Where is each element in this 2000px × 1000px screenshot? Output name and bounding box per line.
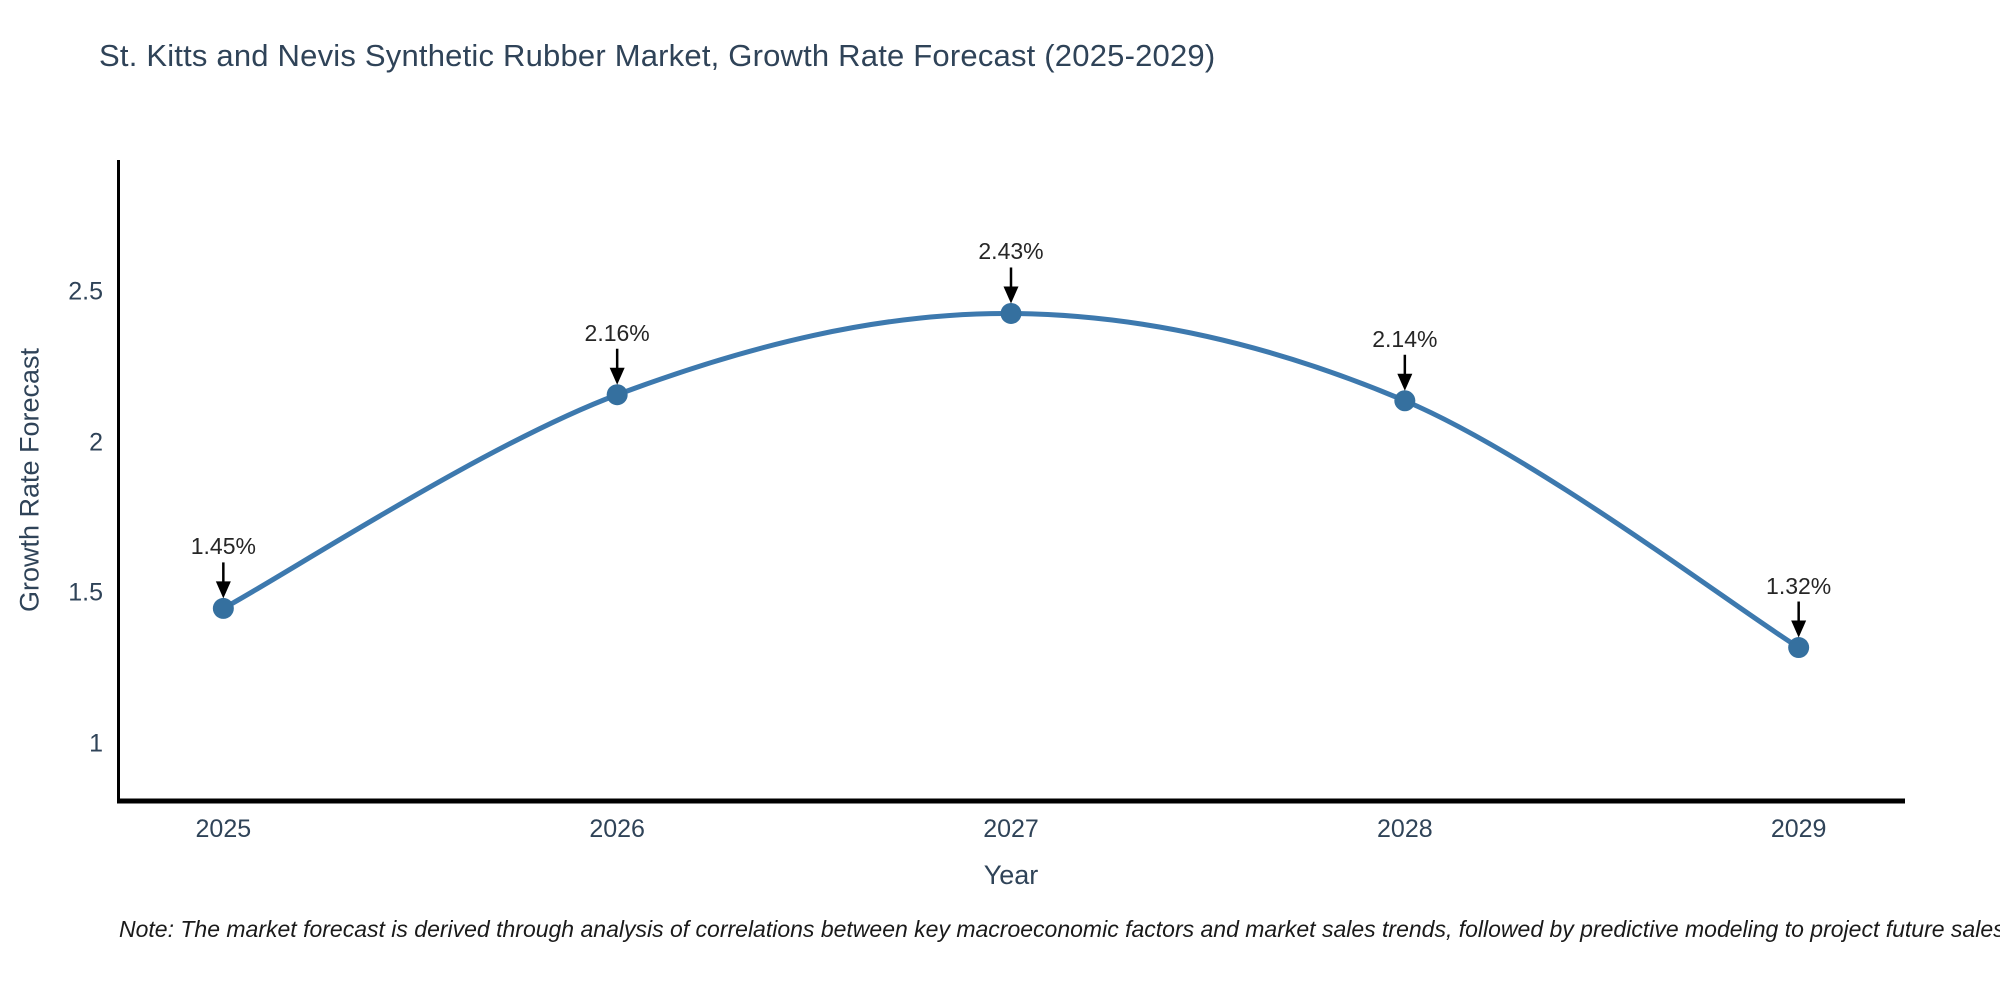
x-tick-2025: 2025 <box>195 815 252 843</box>
x-tick-2029: 2029 <box>1770 815 1827 843</box>
annotation-arrow-head <box>1791 620 1807 638</box>
y-tick-1: 1 <box>89 729 103 758</box>
annotation-arrow-head <box>609 367 625 385</box>
x-axis-title: Year <box>983 860 1039 890</box>
chart-title: St. Kitts and Nevis Synthetic Rubber Mar… <box>99 38 1216 73</box>
annotation-arrows <box>215 267 1807 638</box>
x-tick-2028: 2028 <box>1377 815 1433 843</box>
line-series <box>212 302 1810 659</box>
point-label-2027: 2.43% <box>978 238 1044 265</box>
forecast-line <box>220 310 1802 651</box>
data-point-marker-2027 <box>1000 302 1022 324</box>
data-point-marker-2028 <box>1394 390 1416 412</box>
axes-layer <box>117 160 1905 804</box>
y-tick-2.5: 2.5 <box>68 277 103 306</box>
y-tick-2: 2 <box>89 428 103 457</box>
y-tick-1.5: 1.5 <box>68 578 103 607</box>
point-label-2029: 1.32% <box>1766 572 1832 599</box>
x-tick-2026: 2026 <box>589 815 645 843</box>
x-tick-2027: 2027 <box>983 815 1039 843</box>
point-label-2025: 1.45% <box>190 533 256 560</box>
y-axis-title: Growth Rate Forecast <box>14 347 45 613</box>
data-point-marker-2025 <box>212 597 234 619</box>
annotation-arrow-head <box>215 581 231 599</box>
annotation-arrow-head <box>1397 373 1413 391</box>
annotation-arrow-head <box>1003 286 1019 304</box>
point-label-2026: 2.16% <box>584 319 650 346</box>
data-point-marker-2029 <box>1788 637 1810 659</box>
footnote: Note: The market forecast is derived thr… <box>119 916 2000 942</box>
data-point-marker-2026 <box>606 384 628 406</box>
point-label-2028: 2.14% <box>1372 325 1438 352</box>
